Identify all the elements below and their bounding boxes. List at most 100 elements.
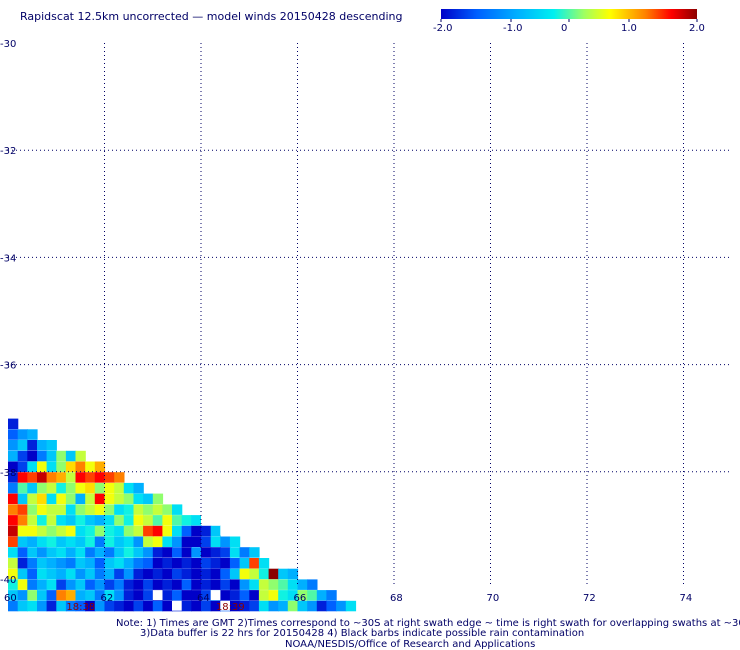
- heatmap-cell: [27, 482, 38, 494]
- heatmap-cell: [85, 482, 96, 494]
- heatmap-cell: [220, 558, 231, 569]
- heatmap-cell: [210, 579, 221, 590]
- heatmap-cell: [162, 515, 173, 526]
- heatmap-cell: [37, 440, 48, 451]
- heatmap-cell: [287, 590, 299, 601]
- heatmap-cell: [17, 579, 28, 590]
- heatmap-cell: [8, 429, 19, 440]
- heatmap-cells: [8, 418, 357, 612]
- heatmap-cell: [172, 515, 183, 526]
- heatmap-cell: [27, 515, 38, 526]
- heatmap-cell: [8, 472, 19, 483]
- heatmap-cell: [27, 590, 38, 601]
- colorbar-tick-label: -1.0: [503, 23, 523, 34]
- heatmap-cell: [56, 450, 67, 462]
- heatmap-cell: [239, 568, 250, 580]
- heatmap-cell: [210, 600, 221, 612]
- heatmap-cell: [65, 461, 77, 472]
- heatmap-cell: [37, 515, 48, 526]
- pass-time-label: 18:39: [216, 602, 245, 613]
- heatmap-cell: [191, 525, 202, 537]
- heatmap-cell: [162, 504, 173, 515]
- heatmap-cell: [307, 600, 318, 612]
- heatmap-cell: [46, 579, 57, 590]
- heatmap-cell: [46, 600, 57, 612]
- heatmap-cell: [17, 429, 28, 440]
- heatmap-cell: [104, 472, 115, 483]
- heatmap-cell: [65, 600, 77, 612]
- heatmap-cell: [258, 558, 270, 569]
- heatmap-cell: [85, 558, 96, 569]
- heatmap-cell: [326, 600, 337, 612]
- heatmap-cell: [181, 558, 192, 569]
- heatmap-cell: [65, 590, 77, 601]
- heatmap-cell: [104, 525, 115, 537]
- heatmap-cell: [46, 515, 57, 526]
- heatmap-cell: [143, 515, 154, 526]
- heatmap-cell: [85, 472, 96, 483]
- x-tick-label: 74: [680, 593, 693, 604]
- heatmap-cell: [114, 547, 125, 558]
- heatmap-cell: [143, 558, 154, 569]
- heatmap-cell: [278, 590, 289, 601]
- heatmap-cell: [152, 536, 164, 547]
- heatmap-cell: [133, 493, 144, 505]
- heatmap-cell: [37, 472, 48, 483]
- y-tick-label: -38: [0, 468, 16, 479]
- heatmap-cell: [27, 579, 38, 590]
- heatmap-cell: [191, 558, 202, 569]
- heatmap-cell: [114, 515, 125, 526]
- heatmap-cell: [104, 558, 115, 569]
- heatmap-cell: [162, 600, 173, 612]
- heatmap-cell: [65, 536, 77, 547]
- heatmap-cell: [17, 600, 28, 612]
- heatmap-cell: [94, 579, 106, 590]
- heatmap-cell: [133, 600, 144, 612]
- colorbar-tick-label: 1.0: [621, 23, 637, 34]
- heatmap-cell: [152, 568, 164, 580]
- heatmap-cell: [123, 536, 135, 547]
- heatmap-cell: [65, 504, 77, 515]
- heatmap-cell: [104, 482, 115, 494]
- heatmap-cell: [85, 504, 96, 515]
- pass-time-label: 18:38: [66, 602, 95, 613]
- heatmap-cell: [46, 482, 57, 494]
- heatmap-cell: [143, 504, 154, 515]
- heatmap-cell: [8, 418, 19, 430]
- heatmap-cell: [75, 536, 86, 547]
- heatmap-cell: [37, 579, 48, 590]
- heatmap-cell: [94, 493, 106, 505]
- heatmap-gap-cell: [220, 600, 230, 611]
- heatmap-cell: [65, 472, 77, 483]
- heatmap-cell: [85, 536, 96, 547]
- heatmap-cell: [229, 590, 241, 601]
- heatmap-cell: [17, 493, 28, 505]
- heatmap-cell: [27, 450, 38, 462]
- heatmap-cell: [172, 536, 183, 547]
- heatmap-cell: [172, 547, 183, 558]
- heatmap-cell: [75, 590, 86, 601]
- heatmap-cell: [114, 600, 125, 612]
- heatmap-cell: [210, 547, 221, 558]
- heatmap-cell: [27, 493, 38, 505]
- heatmap-cell: [181, 536, 192, 547]
- heatmap-cell: [8, 558, 19, 569]
- heatmap-cell: [258, 568, 270, 580]
- heatmap-cell: [172, 568, 183, 580]
- heatmap-cell: [56, 482, 67, 494]
- heatmap-gap-cell: [201, 515, 211, 525]
- heatmap-cell: [162, 568, 173, 580]
- heatmap-cell: [17, 504, 28, 515]
- heatmap-cell: [56, 579, 67, 590]
- heatmap-cell: [37, 482, 48, 494]
- heatmap-cell: [336, 600, 347, 612]
- heatmap-cell: [152, 515, 164, 526]
- heatmap-cell: [143, 568, 154, 580]
- heatmap-cell: [258, 590, 270, 601]
- heatmap-cell: [133, 568, 144, 580]
- heatmap-cell: [75, 525, 86, 537]
- heatmap-cell: [162, 590, 173, 601]
- heatmap-cell: [104, 515, 115, 526]
- heatmap-cell: [65, 525, 77, 537]
- heatmap-cell: [143, 525, 154, 537]
